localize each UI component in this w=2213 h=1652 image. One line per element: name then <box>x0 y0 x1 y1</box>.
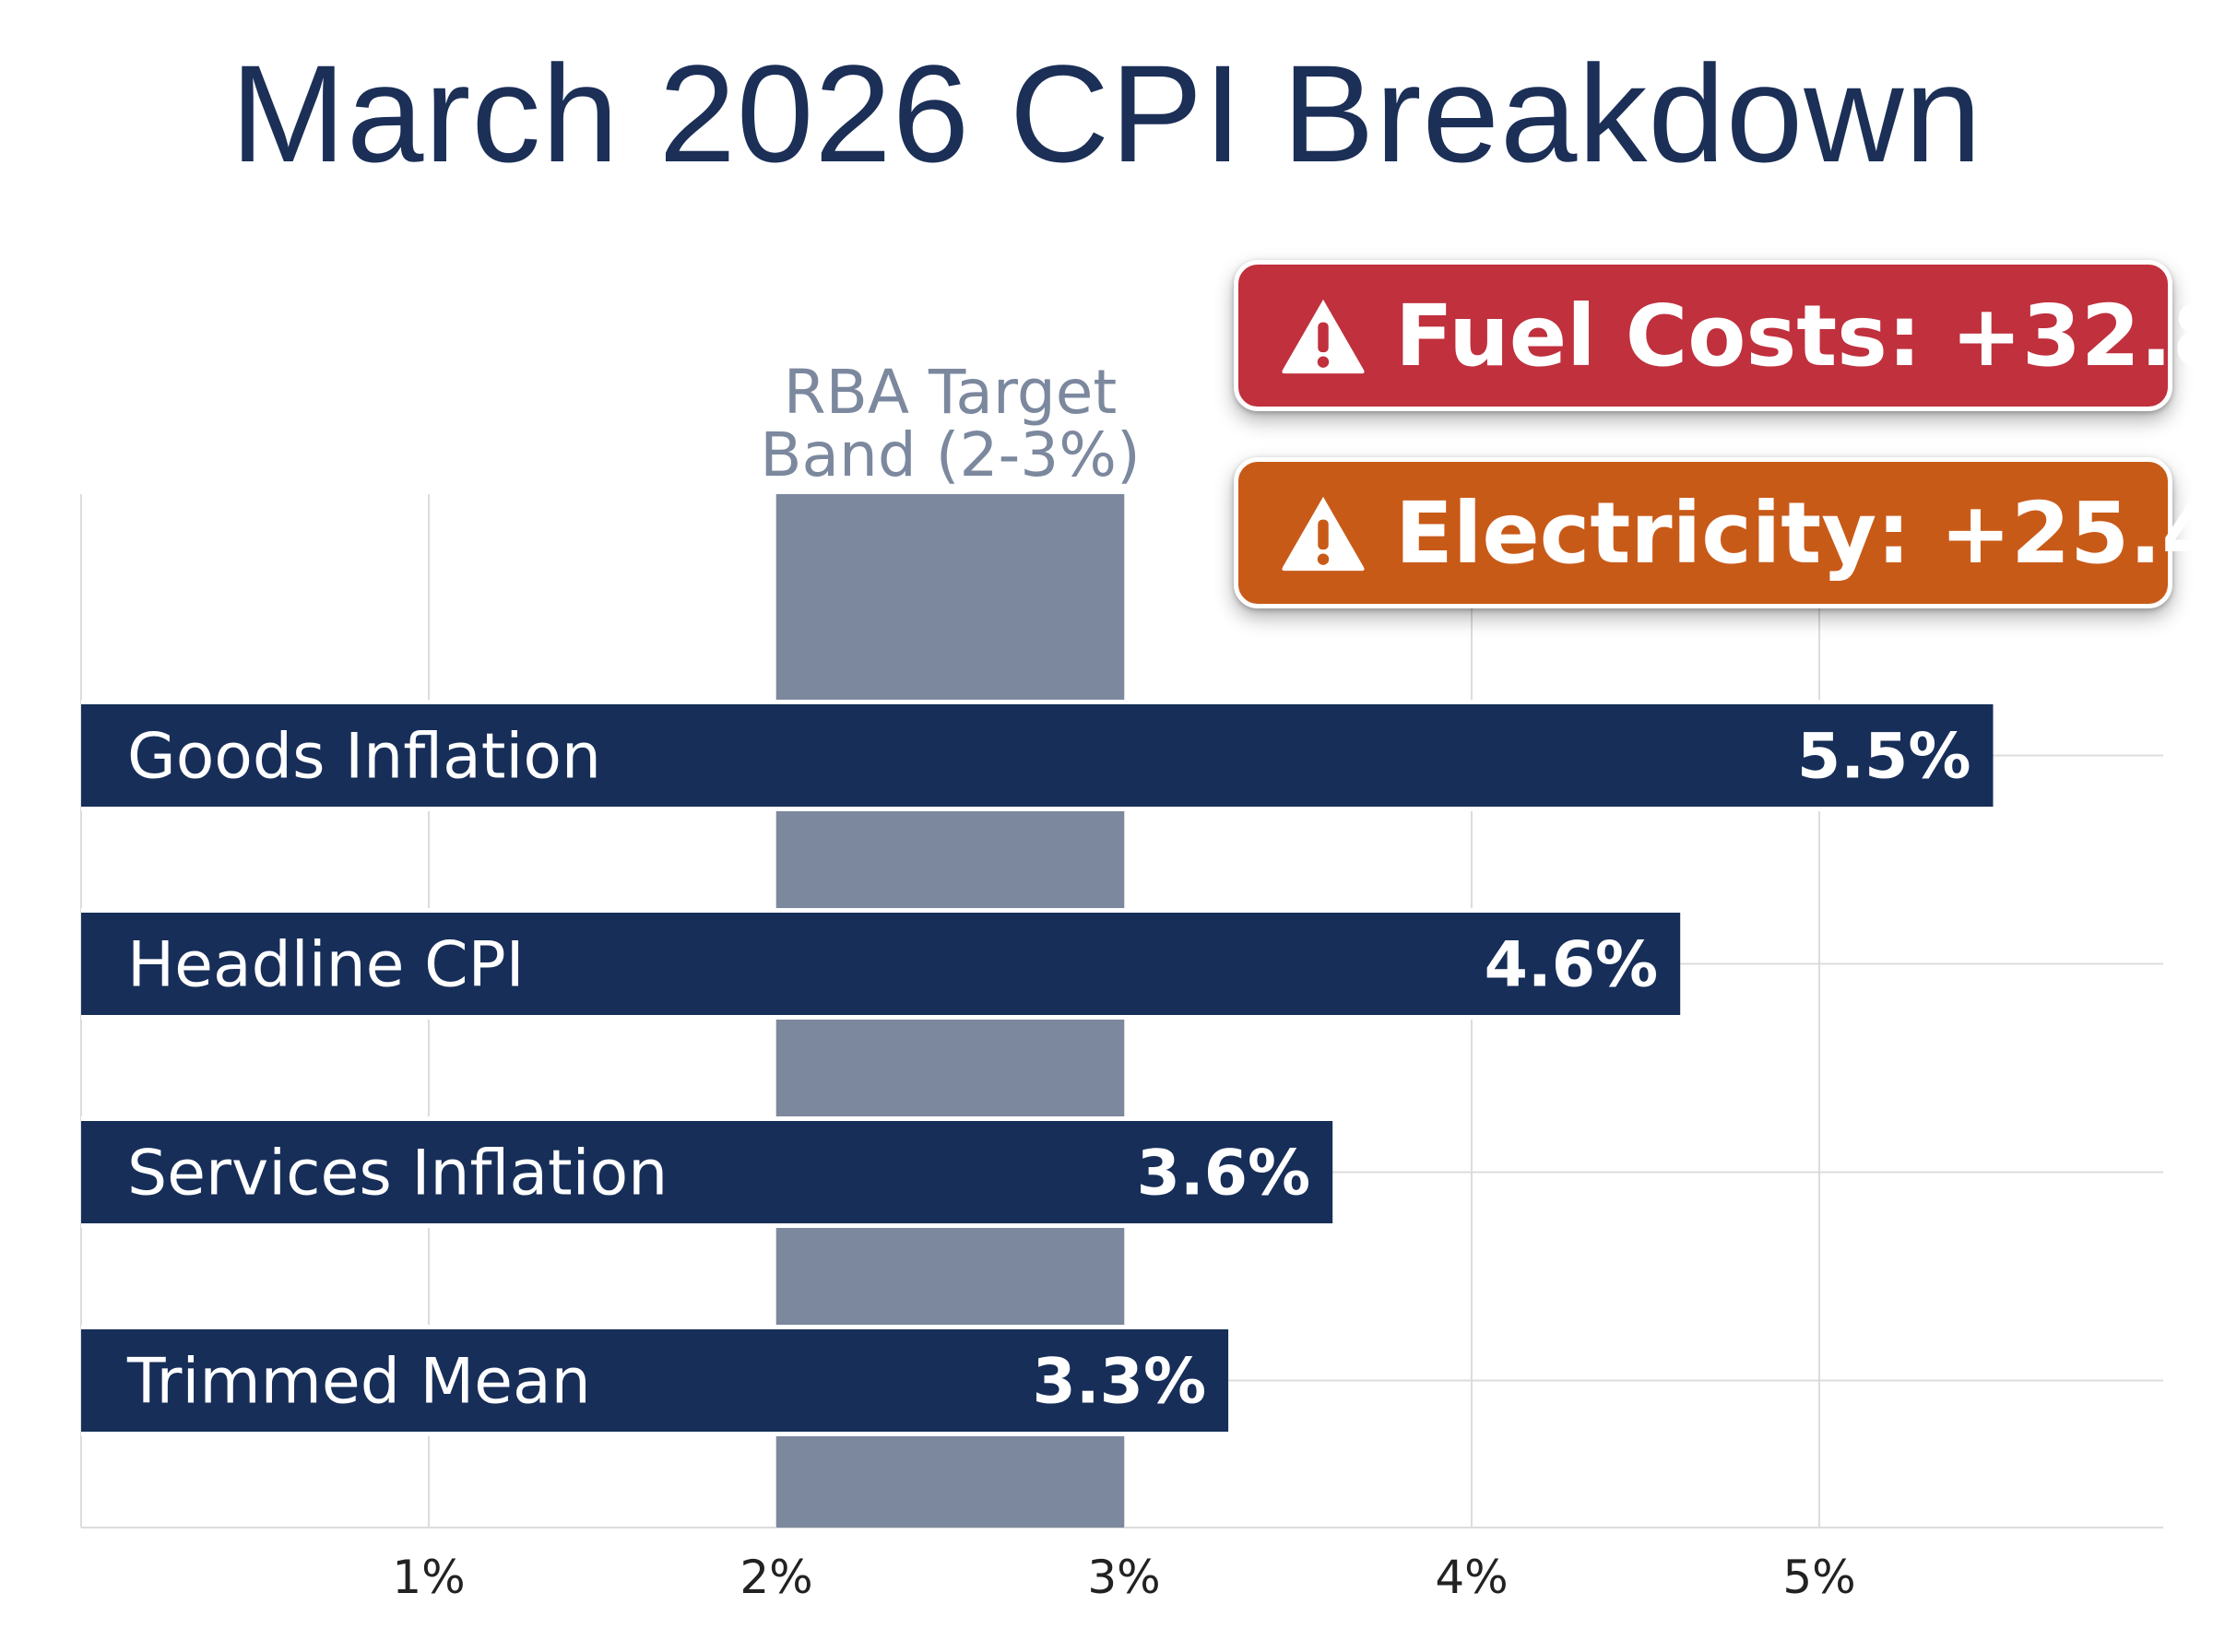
bar <box>81 1121 1333 1223</box>
bar-category-label: Headline CPI <box>127 929 525 1002</box>
fuel-costs-callout: Fuel Costs: +32.8% <box>1234 260 2213 411</box>
x-tick-label: 3% <box>1087 1551 1160 1604</box>
x-tick-label: 1% <box>392 1551 465 1604</box>
fuel-costs-label: Fuel Costs: +32.8% <box>1395 286 2213 385</box>
bar-value-label: 3.6% <box>1137 1138 1311 1210</box>
bar <box>81 1329 1229 1432</box>
bar-category-label: Services Inflation <box>127 1138 668 1210</box>
x-tick-label: 4% <box>1435 1551 1508 1604</box>
electricity-callout: Electricity: +25.4% <box>1234 457 2213 608</box>
bar-value-label: 4.6% <box>1485 929 1659 1002</box>
target-band-label-line1: RBA Target <box>784 357 1117 428</box>
bar-value-label: 5.5% <box>1797 721 1971 794</box>
bar-category-label: Trimmed Mean <box>126 1346 591 1419</box>
bars: Goods Inflation 5.5% Headline CPI 4.6% Servi… <box>81 700 1994 1436</box>
bar-value-label: 3.3% <box>1033 1346 1207 1419</box>
x-tick-label: 2% <box>740 1551 812 1604</box>
bar <box>81 704 1994 807</box>
electricity-label: Electricity: +25.4% <box>1395 483 2213 583</box>
bar <box>81 913 1681 1015</box>
bar-category-label: Goods Inflation <box>127 721 601 794</box>
x-axis-ticks: 1% 2% 3% 4% 5% <box>392 1551 1855 1604</box>
target-band-label-line2: Band (2-3%) <box>760 419 1140 490</box>
warning-icon <box>1282 299 1365 374</box>
page-title: March 2026 CPI Breakdown <box>231 36 1982 191</box>
x-tick-label: 5% <box>1782 1551 1855 1604</box>
warning-icon <box>1282 496 1365 572</box>
